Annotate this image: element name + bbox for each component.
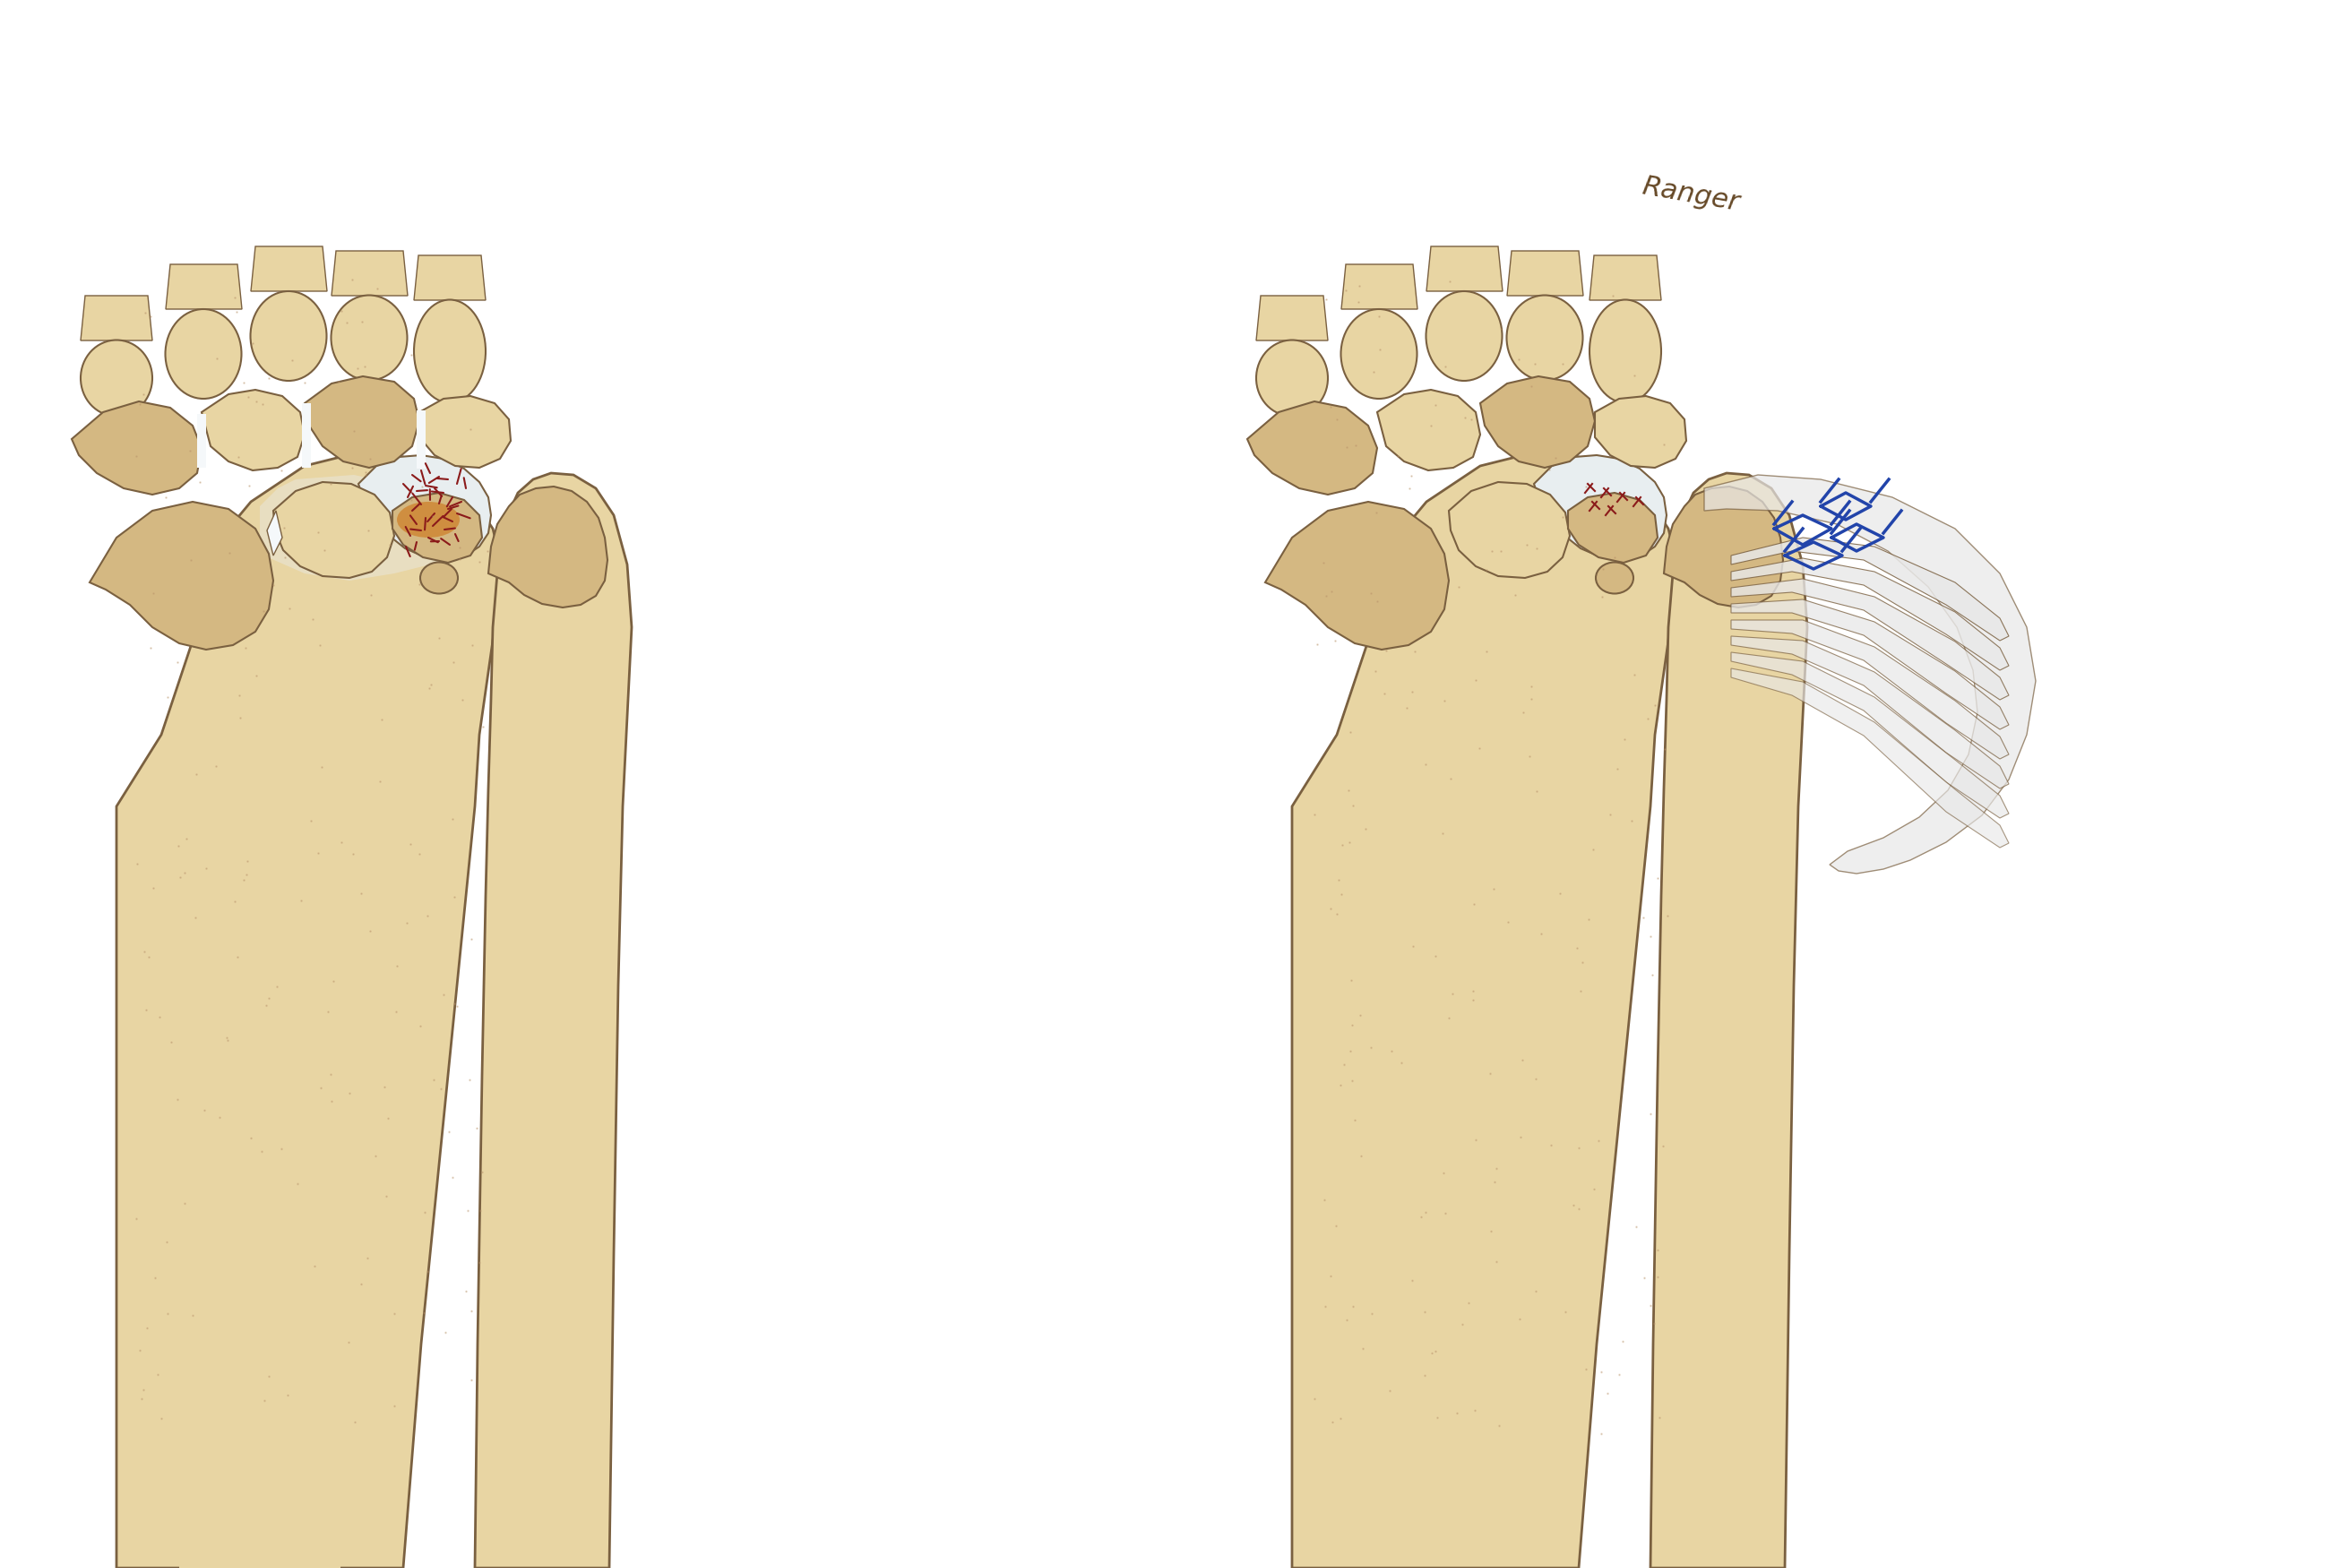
Polygon shape (1731, 579, 2009, 699)
Polygon shape (259, 475, 492, 580)
Polygon shape (1291, 453, 1677, 1568)
Polygon shape (1731, 558, 2009, 670)
Polygon shape (419, 397, 510, 467)
Polygon shape (1341, 265, 1418, 309)
Polygon shape (1651, 474, 1806, 1568)
Polygon shape (268, 511, 282, 555)
Polygon shape (306, 376, 419, 467)
Ellipse shape (1341, 309, 1416, 398)
Ellipse shape (1256, 340, 1329, 416)
Polygon shape (475, 474, 633, 1568)
Ellipse shape (1595, 563, 1632, 594)
Polygon shape (1256, 296, 1329, 340)
Polygon shape (89, 502, 273, 649)
Polygon shape (198, 414, 207, 467)
Polygon shape (414, 256, 485, 299)
Polygon shape (1663, 486, 1783, 607)
Ellipse shape (249, 292, 327, 381)
Polygon shape (489, 486, 607, 607)
Polygon shape (301, 403, 310, 467)
Ellipse shape (165, 309, 242, 398)
Ellipse shape (397, 502, 459, 538)
Polygon shape (416, 411, 426, 469)
Ellipse shape (80, 340, 153, 416)
Polygon shape (1265, 502, 1449, 649)
Polygon shape (1508, 251, 1583, 296)
Ellipse shape (1508, 295, 1583, 381)
Polygon shape (1731, 599, 2009, 729)
Polygon shape (1731, 652, 2009, 818)
Ellipse shape (332, 295, 407, 381)
Polygon shape (1247, 401, 1378, 494)
Polygon shape (1595, 397, 1686, 467)
Polygon shape (176, 538, 372, 1568)
Polygon shape (358, 455, 492, 560)
Polygon shape (1425, 246, 1503, 292)
Ellipse shape (1590, 299, 1661, 403)
Polygon shape (1569, 492, 1658, 563)
Polygon shape (1705, 475, 2037, 873)
Polygon shape (1731, 668, 2009, 848)
Polygon shape (1731, 619, 2009, 759)
Polygon shape (1449, 481, 1569, 579)
Text: Ranger: Ranger (1639, 172, 1740, 216)
Polygon shape (202, 390, 306, 470)
Polygon shape (71, 401, 202, 494)
Polygon shape (1731, 637, 2009, 789)
Polygon shape (1534, 455, 1668, 560)
Polygon shape (165, 265, 242, 309)
Polygon shape (393, 492, 482, 563)
Polygon shape (80, 296, 153, 340)
Polygon shape (118, 453, 501, 1568)
Polygon shape (1590, 256, 1661, 299)
Ellipse shape (421, 563, 459, 594)
Ellipse shape (414, 299, 485, 403)
Polygon shape (1479, 376, 1595, 467)
Polygon shape (332, 251, 407, 296)
Polygon shape (1731, 538, 2009, 641)
Polygon shape (1378, 390, 1479, 470)
Ellipse shape (1425, 292, 1503, 381)
Polygon shape (273, 481, 395, 579)
Polygon shape (252, 246, 327, 292)
